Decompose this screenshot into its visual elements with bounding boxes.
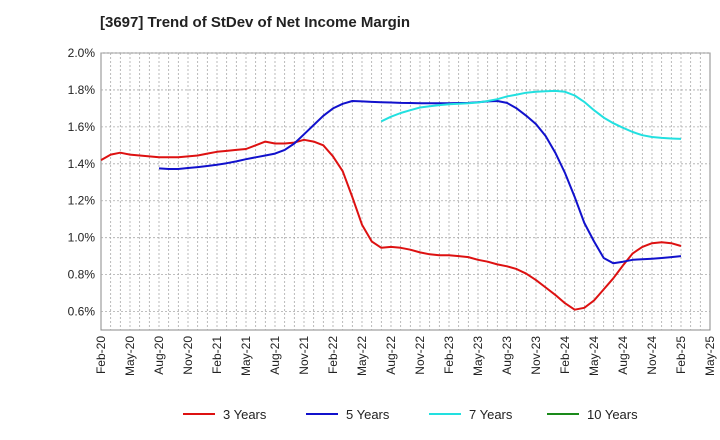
x-tick-label: May-21 [239, 336, 253, 376]
legend: 3 Years 5 Years 7 Years 10 Years [183, 407, 638, 422]
y-tick-label: 2.0% [68, 46, 96, 60]
y-tick-label: 1.0% [68, 231, 96, 245]
x-axis-ticks: Feb-20 May-20 Aug-20 Nov-20 Feb-21 May-21 Aug-… [94, 336, 717, 376]
x-tick-label: Feb-21 [210, 336, 224, 374]
legend-label: 3 Years [223, 407, 267, 422]
x-tick-label: May-25 [703, 336, 717, 376]
x-tick-label: Feb-22 [326, 336, 340, 374]
x-tick-label: May-20 [123, 336, 137, 376]
y-axis-ticks: 0.6% 0.8% 1.0% 1.2% 1.4% 1.6% 1.8% 2.0% [68, 46, 96, 319]
x-tick-label: Feb-23 [442, 336, 456, 374]
series-line-3-years [100, 138, 682, 311]
legend-label: 7 Years [469, 407, 513, 422]
x-tick-label: May-23 [471, 336, 485, 376]
y-tick-label: 1.6% [68, 120, 96, 134]
x-tick-label: Aug-21 [268, 336, 282, 375]
series-line-5-years [158, 100, 682, 265]
x-tick-label: Aug-23 [500, 336, 514, 375]
legend-label: 10 Years [587, 407, 638, 422]
x-tick-label: Aug-22 [384, 336, 398, 375]
x-tick-label: Feb-25 [674, 336, 688, 374]
x-tick-label: Feb-24 [558, 336, 572, 374]
x-tick-label: Aug-24 [616, 336, 630, 375]
y-tick-label: 1.2% [68, 194, 96, 208]
plot-area [100, 52, 711, 331]
x-tick-label: Aug-20 [152, 336, 166, 375]
y-tick-label: 0.6% [68, 305, 96, 319]
series-lines [100, 89, 682, 311]
y-tick-label: 0.8% [68, 268, 96, 282]
grid [101, 52, 710, 330]
x-tick-label: May-22 [355, 336, 369, 376]
x-tick-label: Nov-23 [529, 336, 543, 375]
x-tick-label: Nov-22 [413, 336, 427, 375]
x-tick-label: Nov-24 [645, 336, 659, 375]
x-tick-label: May-24 [587, 336, 601, 376]
series-line-7-years [380, 89, 682, 140]
x-tick-label: Feb-20 [94, 336, 108, 374]
chart-title: [3697] Trend of StDev of Net Income Marg… [100, 14, 411, 31]
y-tick-label: 1.8% [68, 83, 96, 97]
legend-label: 5 Years [346, 407, 390, 422]
x-tick-label: Nov-21 [297, 336, 311, 375]
x-tick-label: Nov-20 [181, 336, 195, 375]
y-tick-label: 1.4% [68, 157, 96, 171]
